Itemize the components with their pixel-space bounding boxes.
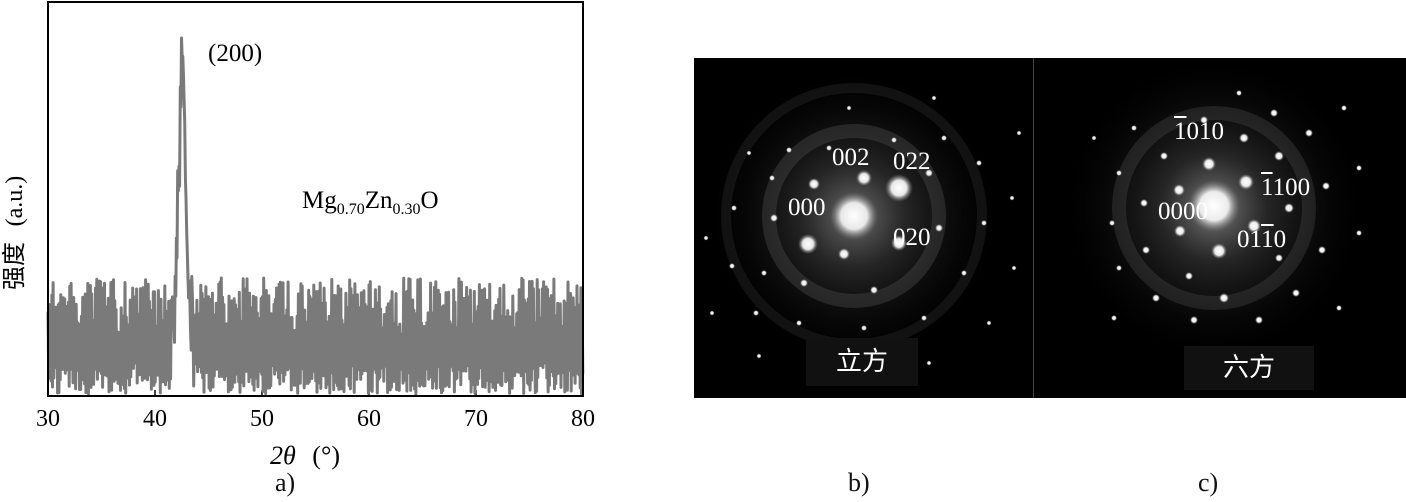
- x-tick-label: 30: [36, 406, 60, 432]
- xrd-panel: 30 40 50 60 70 80 强度 (a.u.) (200) Mg0.70Zn0.3…: [0, 0, 640, 502]
- index-000: 000: [788, 194, 826, 221]
- index-bar1-100: 1100: [1261, 174, 1311, 201]
- y-axis-label: 强度 (a.u.): [0, 176, 28, 290]
- x-tick-label: 50: [250, 406, 274, 432]
- composition-label: Mg0.70Zn0.30O: [302, 187, 439, 218]
- saed-hexagonal-image: 0000 1010 1100 0110 六方: [1034, 58, 1406, 398]
- plot-frame: [47, 1, 584, 397]
- structure-name-cubic: 立方: [806, 338, 918, 386]
- diffraction-pattern-cubic: [703, 58, 1034, 398]
- subfigure-label-a: a): [275, 468, 296, 497]
- index-0000: 0000: [1158, 198, 1208, 225]
- subfigure-label-b: b): [848, 468, 870, 497]
- index-01bar1-0: 0110: [1237, 226, 1287, 253]
- x-tick-label: 60: [357, 406, 381, 432]
- x-tick-label: 70: [464, 406, 488, 432]
- x-tick-label: 80: [571, 406, 595, 432]
- peak-label: (200): [208, 40, 262, 67]
- xrd-pattern-line: [46, 36, 585, 396]
- x-tick-label: 40: [143, 406, 167, 432]
- subfigure-label-c: c): [1198, 468, 1219, 497]
- index-020: 020: [893, 224, 931, 251]
- saed-cubic-image: 000 002 022 020 立方: [694, 58, 1034, 398]
- structure-name-hexagonal: 六方: [1184, 346, 1314, 390]
- index-002: 002: [832, 144, 870, 171]
- x-axis-label: 2θ (°): [270, 441, 340, 470]
- index-bar1-010: 1010: [1174, 118, 1224, 145]
- xrd-chart: 30 40 50 60 70 80 强度 (a.u.) (200) Mg0.70Zn0.3…: [0, 1, 595, 470]
- index-022: 022: [893, 148, 931, 175]
